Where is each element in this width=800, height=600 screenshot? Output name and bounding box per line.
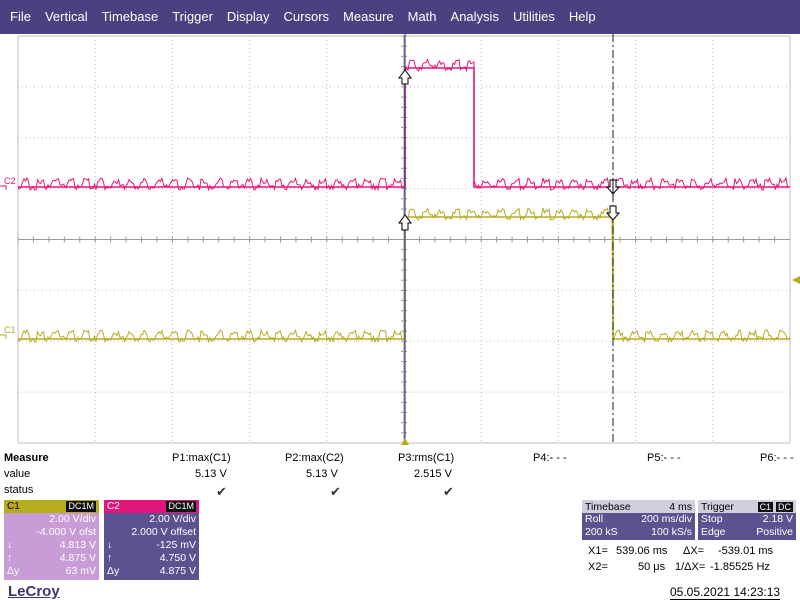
- c1-header: C1 DC1M: [4, 500, 99, 513]
- trigger-header: Trigger C1 DC: [698, 500, 796, 513]
- c2-coupling-badge: DC1M: [166, 501, 196, 512]
- cursor-dx-value: -539.01 ms: [718, 545, 774, 557]
- c2-vdiv: 2.00 V/div: [149, 513, 196, 525]
- menu-trigger[interactable]: Trigger: [172, 9, 213, 24]
- c1-name: C1: [7, 501, 20, 512]
- c2-down-arrow-icon: ↓: [107, 539, 113, 551]
- c1-down-value: 4.813 V: [59, 539, 96, 551]
- c2-header: C2 DC1M: [104, 500, 199, 513]
- measure-p3-value: 2.515 V: [414, 468, 452, 480]
- measure-status-label: status: [4, 484, 34, 496]
- timebase-tdiv: 200 ms/div: [641, 513, 692, 525]
- menu-vertical[interactable]: Vertical: [44, 9, 88, 24]
- c1-down-arrow-icon: ↓: [7, 539, 13, 551]
- c2-down-value: -125 mV: [156, 539, 196, 551]
- c2-channel-box[interactable]: C2 DC1M 2.00 V/div 2.000 V offset ↓ -125 …: [104, 500, 199, 580]
- cursor-x1-label: X1=: [588, 545, 608, 557]
- measure-p6-name[interactable]: P6:- - -: [760, 452, 794, 464]
- c1-offset-label: C1: [4, 325, 16, 335]
- c2-dy-value: 4.875 V: [159, 565, 196, 577]
- c2-up-arrow-icon: ↑: [107, 552, 113, 564]
- measure-value-label: value: [4, 468, 31, 480]
- c2-offset-label: C2: [4, 176, 16, 186]
- cursor-x2-marker-c1: [605, 205, 621, 221]
- graticule: [17, 35, 791, 444]
- cursor-x1-marker-c1: [398, 214, 412, 231]
- measure-p3-check-icon: ✔: [443, 484, 454, 499]
- trigger-level: 2.18 V: [762, 513, 793, 525]
- menu-timebase[interactable]: Timebase: [101, 9, 159, 24]
- c1-up-arrow-icon: ↑: [7, 552, 13, 564]
- trigger-time-marker: [401, 438, 409, 445]
- menu-math[interactable]: Math: [407, 9, 437, 24]
- cursor-x2-value: 50 μs: [638, 561, 666, 573]
- timebase-samples: 200 kS: [585, 526, 618, 538]
- measure-p5-name[interactable]: P5:- - -: [647, 452, 681, 464]
- timebase-header: Timebase 4 ms: [582, 500, 695, 513]
- c1-up-value: 4.875 V: [59, 552, 96, 564]
- measure-title: Measure: [4, 452, 49, 464]
- timebase-rate: 100 kS/s: [651, 526, 692, 538]
- menu-help[interactable]: Help: [568, 9, 596, 24]
- lecroy-logo: LeCroy: [8, 583, 60, 600]
- measure-p2-check-icon: ✔: [330, 484, 341, 499]
- menu-measure[interactable]: Measure: [343, 9, 394, 24]
- menu-cursors[interactable]: Cursors: [283, 9, 330, 24]
- cursor-x1-value: 539.06 ms: [616, 545, 668, 557]
- trigger-slope: Positive: [756, 526, 793, 538]
- c1-offset: -4.000 V ofst: [36, 526, 96, 538]
- menu-file[interactable]: File: [10, 9, 31, 24]
- c1-dy-label: Δy: [7, 565, 20, 577]
- menu-display[interactable]: Display: [226, 9, 270, 24]
- measure-p1-value: 5.13 V: [195, 468, 227, 480]
- menu-bar: File Vertical Timebase Trigger Display C…: [0, 0, 800, 34]
- timebase-delay: 4 ms: [669, 500, 692, 513]
- measure-p1-check-icon: ✔: [216, 484, 227, 499]
- cursor-x2-marker-c2: [605, 179, 621, 195]
- measure-table: Measure value status P1:max(C1) 5.13 V ✔…: [0, 450, 800, 500]
- timebase-title: Timebase: [585, 500, 631, 513]
- cursor-inv-label: 1/ΔX=: [675, 561, 706, 573]
- timestamp: 05.05.2021 14:23:13: [670, 585, 781, 600]
- cursor-inv-value: -1.85525 Hz: [710, 561, 770, 573]
- cursor-dx-label: ΔX=: [683, 545, 705, 557]
- c2-up-value: 4.750 V: [159, 552, 196, 564]
- measure-p2-name[interactable]: P2:max(C2): [285, 452, 344, 464]
- timebase-mode: Roll: [585, 513, 604, 525]
- trigger-source-badge: C1: [757, 501, 774, 512]
- menu-analysis[interactable]: Analysis: [450, 9, 499, 24]
- measure-p1-name[interactable]: P1:max(C1): [172, 452, 231, 464]
- measure-p3-name[interactable]: P3:rms(C1): [398, 452, 455, 464]
- cursor-x1-marker-c2: [398, 69, 412, 85]
- c1-vdiv: 2.00 V/div: [49, 513, 96, 525]
- c1-dy-value: 63 mV: [65, 565, 96, 577]
- trigger-coupling-badge: DC: [776, 501, 793, 512]
- trigger-level-marker: [792, 276, 800, 284]
- c1-offset-marker: [0, 334, 7, 339]
- waveform-display[interactable]: C2 C1: [0, 34, 800, 445]
- c2-offset: 2.000 V offset: [131, 526, 196, 538]
- measure-p4-name[interactable]: P4:- - -: [533, 452, 567, 464]
- c2-dy-label: Δy: [107, 565, 120, 577]
- cursor-x2-label: X2=: [588, 561, 608, 573]
- menu-utilities[interactable]: Utilities: [512, 9, 555, 24]
- measure-p2-value: 5.13 V: [306, 468, 338, 480]
- c2-name: C2: [107, 501, 120, 512]
- c1-channel-box[interactable]: C1 DC1M 2.00 V/div -4.000 V ofst ↓ 4.813 …: [4, 500, 99, 580]
- trigger-mode: Stop: [701, 513, 723, 525]
- trigger-type: Edge: [701, 526, 726, 538]
- trigger-title: Trigger: [701, 500, 734, 513]
- waveform-svg: C2 C1: [0, 34, 800, 445]
- timebase-box[interactable]: Timebase 4 ms Roll 200 ms/div 200 kS 100 k…: [582, 500, 695, 540]
- trigger-box[interactable]: Trigger C1 DC Stop 2.18 V Edge Positive: [698, 500, 796, 540]
- c2-offset-marker: [0, 185, 7, 190]
- c1-coupling-badge: DC1M: [66, 501, 96, 512]
